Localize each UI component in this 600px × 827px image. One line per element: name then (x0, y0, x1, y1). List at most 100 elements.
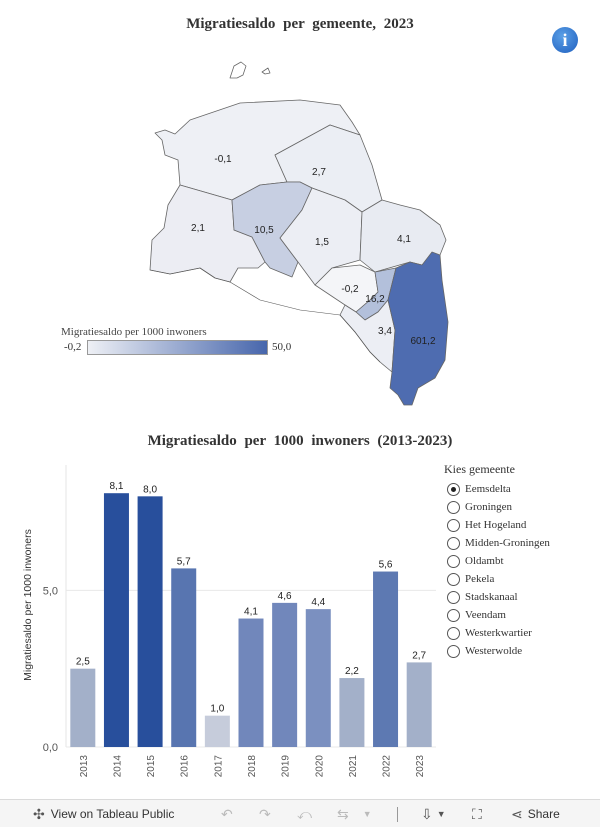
revert-button[interactable]: ⤺ (297, 800, 312, 827)
region-label: 10,5 (254, 225, 274, 236)
radio-option-stadskanaal[interactable]: Stadskanaal (447, 588, 550, 606)
region-label: 3,4 (378, 326, 392, 337)
fullscreen-button[interactable]: ⛶ (472, 800, 482, 827)
redo-icon: ↷ (259, 805, 271, 822)
map-labels: -0,1 2,7 2,1 10,5 1,5 4,1 -0,2 16,2 3,4 601,2 (191, 154, 436, 347)
radio-button[interactable] (447, 572, 460, 586)
radio-button[interactable] (447, 554, 460, 568)
redo-button[interactable]: ↷ (259, 800, 271, 827)
view-on-tableau-button[interactable]: ✣ View on Tableau Public (33, 800, 174, 827)
bar-value-label: 5,7 (177, 556, 191, 567)
map-svg: -0,1 2,7 2,1 10,5 1,5 4,1 -0,2 16,2 3,4 601,2 (149, 61, 449, 406)
radio-option-westerkwartier[interactable]: Westerkwartier (447, 624, 550, 642)
radio-label: Het Hogeland (465, 519, 527, 531)
x-tick-label: 2020 (314, 755, 325, 778)
region-label: 601,2 (410, 336, 435, 347)
region-oldambt[interactable] (359, 199, 447, 273)
radio-option-eemsdelta[interactable]: Eemsdelta (447, 480, 550, 498)
radio-label: Eemsdelta (465, 483, 511, 495)
x-tick-label: 2022 (382, 755, 393, 778)
region-label: 2,7 (312, 167, 326, 178)
undo-icon: ↶ (221, 805, 233, 822)
radio-option-veendam[interactable]: Veendam (447, 606, 550, 624)
share-button[interactable]: ⋖ Share (511, 800, 560, 827)
download-icon: ⇩ (421, 805, 433, 822)
x-tick-label: 2023 (415, 755, 426, 778)
map-island-small (261, 67, 271, 75)
radio-label: Midden-Groningen (465, 537, 550, 549)
bar-2022[interactable] (373, 571, 399, 747)
revert-icon: ⤺ (297, 805, 312, 822)
radio-label: Westerwolde (465, 645, 523, 657)
radio-label: Stadskanaal (465, 591, 518, 603)
chart-y-ticks: 0,0 5,0 (43, 585, 58, 754)
map-title: Migratiesaldo per gemeente, 2023 (186, 16, 414, 32)
radio-option-pekela[interactable]: Pekela (447, 570, 550, 588)
radio-button[interactable] (447, 626, 460, 640)
refresh-button[interactable]: ⇆ ▼ (337, 800, 372, 827)
chart-y-axis-label: Migratiesaldo per 1000 inwoners (22, 529, 34, 681)
radio-button[interactable] (447, 518, 460, 532)
bar-2016[interactable] (171, 568, 197, 747)
region-label: -0,2 (341, 284, 359, 295)
bar-2018[interactable] (238, 618, 264, 747)
refresh-icon: ⇆ (337, 805, 349, 822)
y-tick-label: 5,0 (43, 585, 58, 597)
radio-button[interactable] (447, 644, 460, 658)
radio-option-oldambt[interactable]: Oldambt (447, 552, 550, 570)
filter-title: Kies gemeente (444, 462, 515, 476)
bar-2014[interactable] (103, 493, 129, 747)
radio-option-groningen[interactable]: Groningen (447, 498, 550, 516)
legend-max-label: 50,0 (272, 341, 292, 353)
radio-label: Oldambt (465, 555, 504, 567)
bar-value-label: 4,4 (311, 597, 325, 608)
radio-option-westerwolde[interactable]: Westerwolde (447, 642, 550, 660)
fullscreen-icon: ⛶ (472, 805, 482, 822)
radio-label: Veendam (465, 609, 506, 621)
bar-2023[interactable] (406, 662, 432, 747)
share-label: Share (527, 807, 560, 821)
chart-value-labels: 2,5 8,1 8,0 5,7 1,0 4,1 4,6 4,4 2,2 5,6 2,7 (76, 481, 427, 714)
x-tick-label: 2021 (348, 755, 359, 778)
bar-2017[interactable] (204, 715, 230, 747)
radio-label: Westerkwartier (465, 627, 532, 639)
share-icon: ⋖ (511, 805, 523, 822)
bar-2021[interactable] (339, 678, 365, 747)
radio-button[interactable] (447, 500, 460, 514)
x-tick-label: 2015 (146, 755, 157, 778)
download-button[interactable]: ⇩ ▼ (421, 800, 446, 827)
x-tick-label: 2013 (79, 755, 90, 778)
region-label: 4,1 (397, 234, 411, 245)
bar-value-label: 5,6 (379, 560, 393, 571)
map-coastline (149, 267, 381, 363)
bar-2013[interactable] (70, 668, 96, 747)
chart-title: Migratiesaldo per 1000 inwoners (2013-20… (147, 433, 453, 449)
radio-option-het-hogeland[interactable]: Het Hogeland (447, 516, 550, 534)
radio-button[interactable] (447, 482, 460, 496)
tableau-logo-icon: ✣ (33, 805, 45, 822)
bar-value-label: 1,0 (210, 704, 224, 715)
x-tick-label: 2016 (180, 755, 191, 778)
x-tick-label: 2017 (213, 755, 224, 778)
radio-option-midden-groningen[interactable]: Midden-Groningen (447, 534, 550, 552)
region-westerwolde[interactable] (387, 251, 449, 406)
legend-min-label: -0,2 (64, 341, 82, 353)
chevron-down-icon: ▼ (362, 809, 372, 819)
bar-chart: 2,58,1 8,05,71,04,14,64,42,25,62,7 2013 20… (22, 465, 436, 778)
radio-button[interactable] (447, 608, 460, 622)
bar-2019[interactable] (272, 602, 298, 747)
bar-2020[interactable] (305, 609, 331, 747)
radio-label: Pekela (465, 573, 495, 585)
bar-value-label: 2,7 (412, 650, 426, 661)
map-island (229, 61, 247, 79)
undo-button[interactable]: ↶ (221, 800, 233, 827)
radio-label: Groningen (465, 501, 513, 513)
legend-color-bar (87, 340, 268, 355)
radio-button[interactable] (447, 590, 460, 604)
chart-bars (70, 493, 432, 747)
region-label: 1,5 (315, 237, 329, 248)
info-icon[interactable]: i (552, 27, 578, 53)
radio-button[interactable] (447, 536, 460, 550)
bar-value-label: 8,1 (110, 481, 124, 492)
bar-2015[interactable] (137, 496, 163, 747)
